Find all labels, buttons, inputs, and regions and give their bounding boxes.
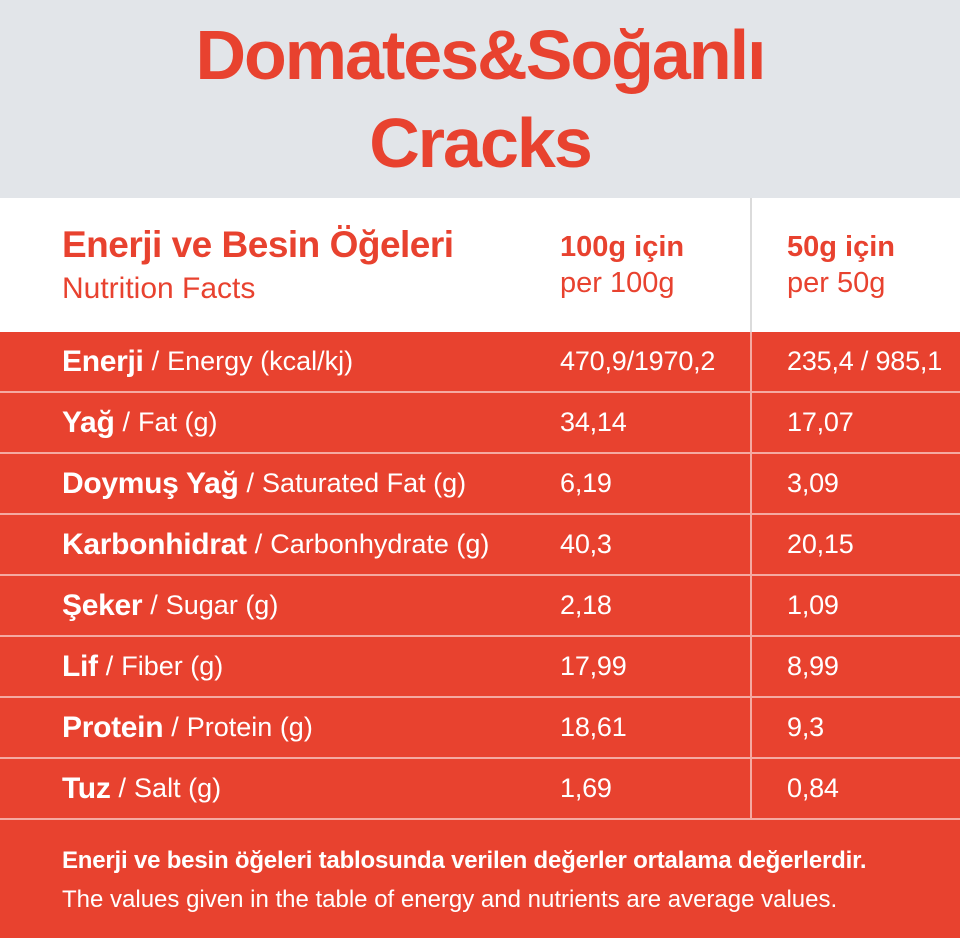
table-row: Tuz / Salt (g) 1,69 0,84: [0, 759, 960, 820]
nutrient-name-english: Fat (g): [137, 407, 218, 437]
product-title-header: Domates&Soğanlı Cracks: [0, 0, 960, 198]
disclaimer-footer: Enerji ve besin öğeleri tablosunda veril…: [0, 820, 960, 938]
nutrient-name-turkish: Lif: [62, 649, 98, 683]
nutrient-name-turkish: Yağ: [62, 405, 115, 439]
nutrient-label-cell: Şeker / Sugar (g): [0, 576, 560, 635]
nutrient-name-english: Fiber (g): [121, 651, 224, 681]
nutrient-label-cell: Protein / Protein (g): [0, 698, 560, 757]
table-row: Şeker / Sugar (g) 2,18 1,09: [0, 576, 960, 637]
value-per-100g: 34,14: [560, 407, 627, 437]
table-row: Yağ / Fat (g) 34,14 17,07: [0, 393, 960, 454]
nutrient-name-turkish: Tuz: [62, 771, 111, 805]
nutrient-label-cell: Lif / Fiber (g): [0, 637, 560, 696]
value-per-50g: 17,07: [750, 393, 960, 452]
column-header-per-100g-turkish: 100g için: [560, 230, 685, 263]
nutrient-label-cell: Enerji / Energy (kcal/kj): [0, 332, 560, 391]
value-per-100g: 17,99: [560, 651, 627, 681]
value-per-50g: 0,84: [750, 759, 960, 818]
nutrient-name-turkish: Enerji: [62, 344, 144, 378]
value-per-50g: 20,15: [750, 515, 960, 574]
value-per-100g: 18,61: [560, 712, 627, 742]
product-title-line1: Domates&Soğanlı: [195, 16, 767, 94]
nutrient-name-english: Energy (kcal/kj): [167, 346, 354, 376]
nutrition-table: Enerji / Energy (kcal/kj) 470,9/1970,2 2…: [0, 332, 960, 820]
nutrient-label-cell: Doymuş Yağ / Saturated Fat (g): [0, 454, 560, 513]
table-heading: Enerji ve Besin Öğeleri Nutrition Facts: [0, 198, 560, 332]
nutrient-name-english: Sugar (g): [165, 590, 279, 620]
column-header-per-50g: 50g için per 50g: [750, 198, 960, 332]
label-separator: /: [118, 773, 127, 803]
nutrient-name-turkish: Şeker: [62, 588, 143, 622]
nutrient-name-english: Carbonhydrate (g): [270, 529, 490, 559]
table-row: Enerji / Energy (kcal/kj) 470,9/1970,2 2…: [0, 332, 960, 393]
nutrient-name-english: Protein (g): [186, 712, 313, 742]
value-per-50g: 1,09: [750, 576, 960, 635]
value-per-100g: 2,18: [560, 590, 612, 620]
disclaimer-english: The values given in the table of energy …: [62, 886, 838, 913]
table-row: Karbonhidrat / Carbonhydrate (g) 40,3 20…: [0, 515, 960, 576]
value-per-50g: 3,09: [750, 454, 960, 513]
value-per-100g: 470,9/1970,2: [560, 346, 716, 376]
nutrient-name-english: Saturated Fat (g): [262, 468, 467, 498]
table-column-headers: Enerji ve Besin Öğeleri Nutrition Facts …: [0, 198, 960, 332]
nutrient-label-cell: Tuz / Salt (g): [0, 759, 560, 818]
value-per-50g: 8,99: [750, 637, 960, 696]
value-per-50g: 235,4 / 985,1: [750, 332, 960, 391]
product-title-line2: Cracks: [369, 104, 593, 182]
label-separator: /: [171, 712, 179, 742]
value-per-50g: 9,3: [750, 698, 960, 757]
nutrient-name-english: Salt (g): [134, 773, 222, 803]
label-separator: /: [151, 346, 160, 376]
table-row: Lif / Fiber (g) 17,99 8,99: [0, 637, 960, 698]
value-per-100g: 6,19: [560, 468, 612, 498]
label-separator: /: [254, 529, 263, 559]
label-separator: /: [150, 590, 158, 620]
column-header-per-50g-turkish: 50g için: [787, 230, 895, 263]
value-per-100g: 1,69: [560, 773, 612, 803]
column-header-per-100g-english: per 100g: [560, 266, 675, 299]
nutrient-label-cell: Karbonhidrat / Carbonhydrate (g): [0, 515, 560, 574]
nutrient-name-turkish: Doymuş Yağ: [62, 466, 239, 500]
table-row: Doymuş Yağ / Saturated Fat (g) 6,19 3,09: [0, 454, 960, 515]
column-header-per-50g-english: per 50g: [787, 266, 886, 299]
label-separator: /: [105, 651, 114, 681]
label-separator: /: [246, 468, 255, 498]
value-per-100g: 40,3: [560, 529, 612, 559]
table-row: Protein / Protein (g) 18,61 9,3: [0, 698, 960, 759]
nutrient-name-turkish: Karbonhidrat: [62, 527, 247, 561]
column-header-per-100g: 100g için per 100g: [560, 198, 750, 332]
nutrient-name-turkish: Protein: [62, 710, 164, 744]
table-heading-turkish: Enerji ve Besin Öğeleri: [62, 224, 454, 265]
label-separator: /: [122, 407, 130, 437]
nutrient-label-cell: Yağ / Fat (g): [0, 393, 560, 452]
table-heading-english: Nutrition Facts: [62, 272, 256, 305]
disclaimer-turkish: Enerji ve besin öğeleri tablosunda veril…: [62, 847, 867, 874]
